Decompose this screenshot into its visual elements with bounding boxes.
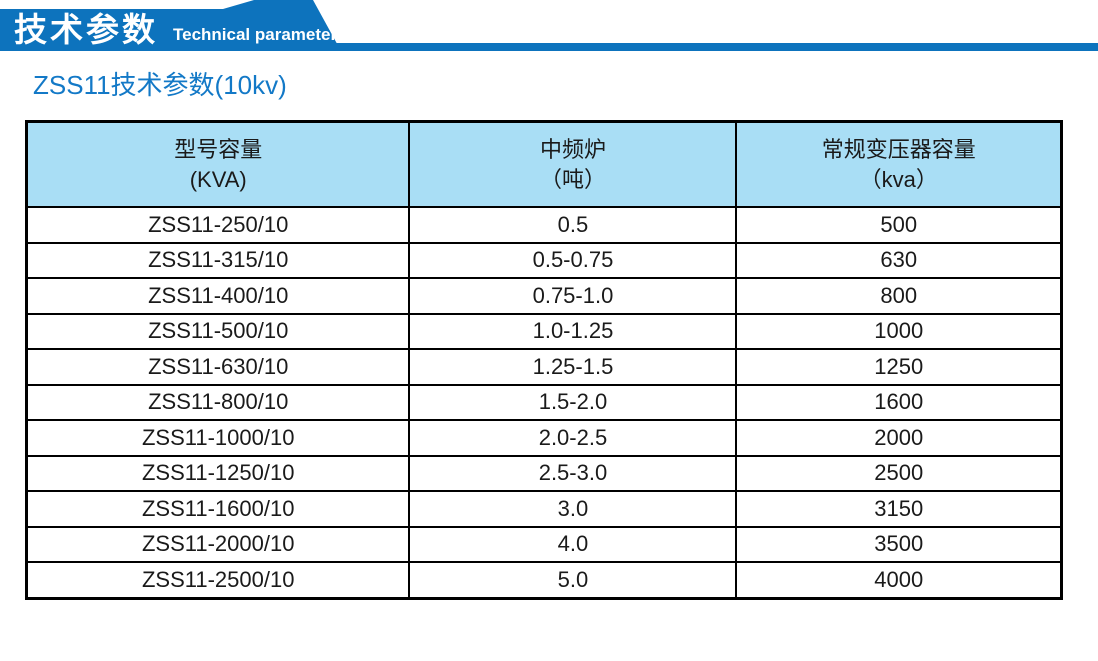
spec-table: 型号容量 (KVA) 中频炉 （吨） 常规变压器容量 （kva） ZSS11-2… (25, 120, 1063, 600)
column-header-line1: 型号容量 (174, 136, 263, 162)
table-body: ZSS11-250/10 0.5 500 ZSS11-315/10 0.5-0.75 63… (25, 206, 1063, 599)
table-cell: ZSS11-1600/10 (25, 490, 411, 528)
table-row: ZSS11-315/10 0.5-0.75 630 (25, 241, 1063, 279)
column-header-transformer-capacity: 常规变压器容量 （kva） (735, 120, 1063, 208)
table-cell: 2.5-3.0 (408, 454, 738, 492)
table-header-row: 型号容量 (KVA) 中频炉 （吨） 常规变压器容量 （kva） (25, 120, 1063, 208)
table-cell: 4.0 (408, 525, 738, 563)
table-cell: 2.0-2.5 (408, 419, 738, 457)
table-row: ZSS11-800/10 1.5-2.0 1600 (25, 383, 1063, 421)
table-cell: ZSS11-400/10 (25, 277, 411, 315)
table-cell: ZSS11-630/10 (25, 348, 411, 386)
header-banner: 技术参数 Technical parameter (0, 0, 1098, 52)
table-cell: ZSS11-315/10 (25, 241, 411, 279)
table-cell: 0.5-0.75 (408, 241, 738, 279)
table-cell: 1000 (735, 312, 1063, 350)
column-header-line1: 中频炉 (539, 136, 606, 162)
table-cell: ZSS11-250/10 (25, 206, 411, 244)
table-cell: 3500 (735, 525, 1063, 563)
table-row: ZSS11-400/10 0.75-1.0 800 (25, 277, 1063, 315)
table-row: ZSS11-1600/10 3.0 3150 (25, 490, 1063, 528)
table-cell: ZSS11-1000/10 (25, 419, 411, 457)
table-row: ZSS11-2000/10 4.0 3500 (25, 525, 1063, 563)
table-cell: 1250 (735, 348, 1063, 386)
banner-title-en: Technical parameter (173, 25, 338, 44)
column-header-line2: （吨） (539, 166, 606, 192)
table-cell: 500 (735, 206, 1063, 244)
table-row: ZSS11-250/10 0.5 500 (25, 206, 1063, 244)
table-cell: 5.0 (408, 561, 738, 599)
section-title: ZSS11技术参数(10kv) (33, 70, 287, 100)
spec-table-container: 型号容量 (KVA) 中频炉 （吨） 常规变压器容量 （kva） ZSS11-2… (25, 120, 1063, 600)
table-cell: 1.5-2.0 (408, 383, 738, 421)
banner-ribbon-polygon (0, 0, 1098, 51)
table-cell: ZSS11-2000/10 (25, 525, 411, 563)
table-cell: 1.25-1.5 (408, 348, 738, 386)
banner-ribbon-shape (0, 0, 1098, 51)
table-row: ZSS11-1250/10 2.5-3.0 2500 (25, 454, 1063, 492)
table-cell: 1600 (735, 383, 1063, 421)
table-cell: 4000 (735, 561, 1063, 599)
table-cell: ZSS11-500/10 (25, 312, 411, 350)
table-cell: 800 (735, 277, 1063, 315)
table-cell: 2500 (735, 454, 1063, 492)
column-header-mf-furnace: 中频炉 （吨） (408, 120, 738, 208)
table-row: ZSS11-2500/10 5.0 4000 (25, 561, 1063, 599)
table-cell: 3150 (735, 490, 1063, 528)
table-cell: 0.75-1.0 (408, 277, 738, 315)
table-cell: ZSS11-1250/10 (25, 454, 411, 492)
table-cell: 3.0 (408, 490, 738, 528)
column-header-model-capacity: 型号容量 (KVA) (25, 120, 411, 208)
column-header-line1: 常规变压器容量 (821, 136, 976, 162)
banner-title-zh: 技术参数 (14, 11, 158, 48)
table-cell: 0.5 (408, 206, 738, 244)
table-cell: 2000 (735, 419, 1063, 457)
column-header-line2: (KVA) (189, 166, 247, 192)
table-row: ZSS11-1000/10 2.0-2.5 2000 (25, 419, 1063, 457)
table-cell: 1.0-1.25 (408, 312, 738, 350)
table-cell: ZSS11-2500/10 (25, 561, 411, 599)
table-row: ZSS11-630/10 1.25-1.5 1250 (25, 348, 1063, 386)
table-cell: 630 (735, 241, 1063, 279)
column-header-line2: （kva） (859, 166, 938, 192)
table-cell: ZSS11-800/10 (25, 383, 411, 421)
table-row: ZSS11-500/10 1.0-1.25 1000 (25, 312, 1063, 350)
